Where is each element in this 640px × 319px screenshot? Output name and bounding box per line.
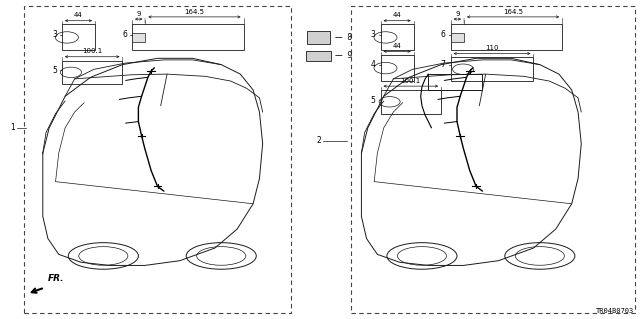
Bar xyxy=(62,25,95,50)
Text: 100.1: 100.1 xyxy=(401,78,421,84)
Bar xyxy=(381,90,441,114)
Text: 9: 9 xyxy=(136,11,141,17)
Text: 9: 9 xyxy=(455,11,460,17)
Bar xyxy=(451,33,464,42)
Text: TR04B0703: TR04B0703 xyxy=(596,308,634,314)
Text: 6: 6 xyxy=(441,30,445,39)
Text: FR.: FR. xyxy=(48,274,65,283)
Text: 2: 2 xyxy=(317,136,321,145)
Bar xyxy=(451,25,562,50)
Text: 110: 110 xyxy=(485,45,499,51)
Text: 5: 5 xyxy=(52,66,57,75)
Text: 4: 4 xyxy=(371,60,376,69)
Text: 7: 7 xyxy=(441,60,445,69)
FancyBboxPatch shape xyxy=(306,51,332,61)
Text: 164.5: 164.5 xyxy=(184,9,204,15)
Bar xyxy=(381,25,413,50)
FancyBboxPatch shape xyxy=(307,32,330,44)
Text: —  8: — 8 xyxy=(335,33,352,42)
Text: 6: 6 xyxy=(122,30,127,39)
Bar xyxy=(451,57,534,81)
Bar xyxy=(381,55,413,81)
Bar xyxy=(132,33,145,42)
Text: 44: 44 xyxy=(393,12,401,18)
Bar xyxy=(351,6,636,313)
Text: 3: 3 xyxy=(371,30,376,39)
Text: 44: 44 xyxy=(74,12,83,18)
Text: 3: 3 xyxy=(52,30,57,39)
Text: 44: 44 xyxy=(393,43,401,49)
Bar xyxy=(132,25,244,50)
Bar xyxy=(24,6,291,313)
Bar xyxy=(62,61,122,84)
Text: 5: 5 xyxy=(371,96,376,105)
Text: —  9: — 9 xyxy=(335,51,352,60)
Text: 100.1: 100.1 xyxy=(82,48,102,54)
Text: 1: 1 xyxy=(10,123,15,132)
Text: 164.5: 164.5 xyxy=(503,9,523,15)
